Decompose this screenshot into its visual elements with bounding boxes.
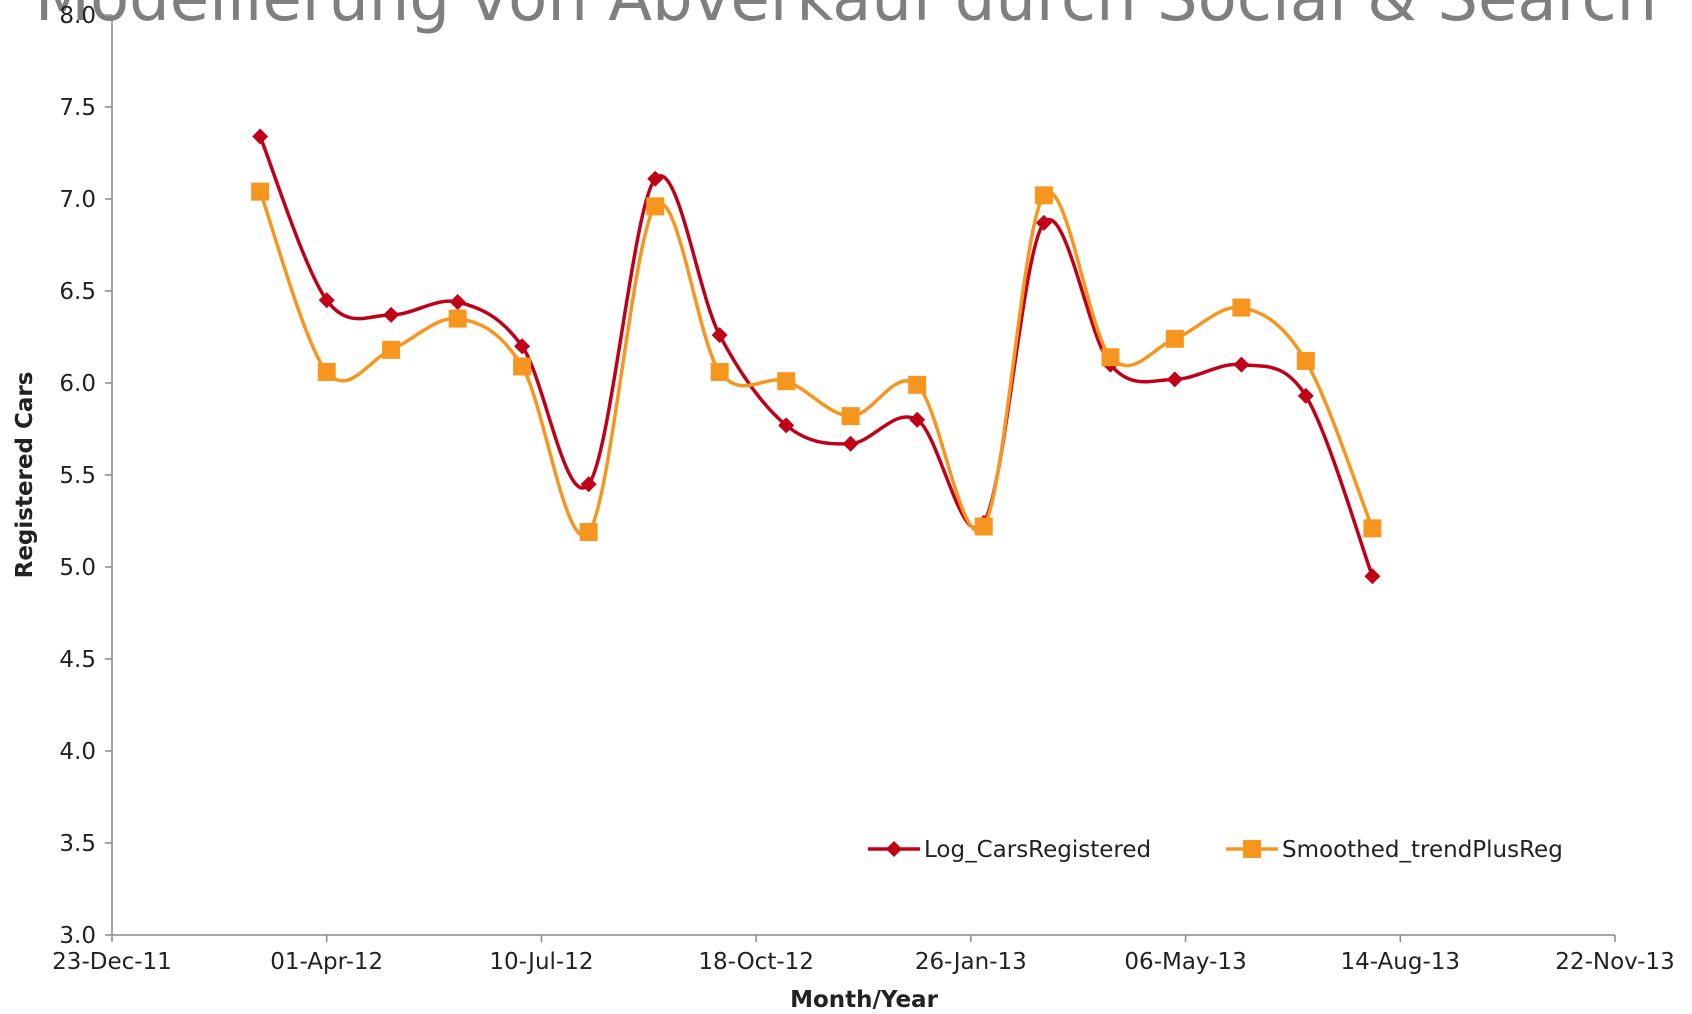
data-point: [383, 306, 400, 323]
x-tick-label: 23-Dec-11: [52, 949, 172, 975]
series-line: [258, 135, 1375, 577]
data-point: [317, 362, 336, 381]
x-tick-label: 14-Aug-13: [1341, 949, 1461, 975]
y-tick-label: 8.0: [59, 3, 96, 29]
data-point: [711, 327, 728, 344]
y-axis-label: Registered Cars: [12, 372, 38, 579]
data-point: [1165, 329, 1184, 348]
legend-label: Smoothed_trendPlusReg: [1282, 837, 1563, 863]
x-tick-label: 22-Nov-13: [1555, 949, 1674, 975]
data-point: [318, 292, 335, 309]
y-tick-label: 6.5: [59, 279, 96, 305]
legend-marker: [1243, 840, 1261, 858]
data-point: [777, 372, 796, 391]
y-tick-label: 6.0: [59, 371, 96, 397]
y-tick-label: 4.5: [59, 647, 96, 673]
data-point: [1166, 371, 1183, 388]
data-point: [908, 375, 927, 394]
y-tick-label: 7.0: [59, 187, 96, 213]
data-point: [1364, 568, 1381, 585]
data-point: [513, 357, 532, 376]
chart-title: Modellierung von Abverkauf durch Social …: [35, 0, 1657, 36]
data-point: [974, 517, 993, 536]
x-tick-label: 10-Jul-12: [489, 949, 593, 975]
data-point: [1232, 298, 1251, 317]
data-point: [1297, 387, 1314, 404]
data-point: [251, 182, 270, 201]
data-point: [710, 362, 729, 381]
data-point: [842, 435, 859, 452]
x-tick-label: 18-Oct-12: [698, 949, 814, 975]
y-tick-label: 3.5: [59, 831, 96, 857]
data-point: [841, 407, 860, 426]
series-line: [258, 190, 1374, 537]
legend-marker: [886, 841, 902, 857]
data-point: [448, 309, 467, 328]
data-point: [1296, 351, 1315, 370]
y-tick-label: 5.5: [59, 463, 96, 489]
data-point: [1034, 186, 1053, 205]
data-point: [579, 523, 598, 542]
data-point: [778, 417, 795, 434]
x-tick-label: 01-Apr-12: [270, 949, 383, 975]
data-point: [1233, 356, 1250, 373]
y-tick-label: 7.5: [59, 95, 96, 121]
x-tick-label: 26-Jan-13: [915, 949, 1027, 975]
x-axis-label: Month/Year: [790, 987, 938, 1013]
data-point: [647, 170, 664, 187]
data-point: [1363, 519, 1382, 538]
data-point: [580, 476, 597, 493]
data-point: [1101, 348, 1120, 367]
data-point: [646, 197, 665, 216]
y-tick-label: 3.0: [59, 923, 96, 949]
x-tick-label: 06-May-13: [1124, 949, 1246, 975]
legend-label: Log_CarsRegistered: [924, 837, 1151, 863]
data-point: [449, 294, 466, 311]
y-tick-label: 4.0: [59, 739, 96, 765]
data-point: [382, 340, 401, 359]
data-point: [514, 338, 531, 355]
data-point: [909, 411, 926, 428]
data-point: [252, 128, 269, 145]
data-point: [1035, 214, 1052, 231]
y-tick-label: 5.0: [59, 555, 96, 581]
